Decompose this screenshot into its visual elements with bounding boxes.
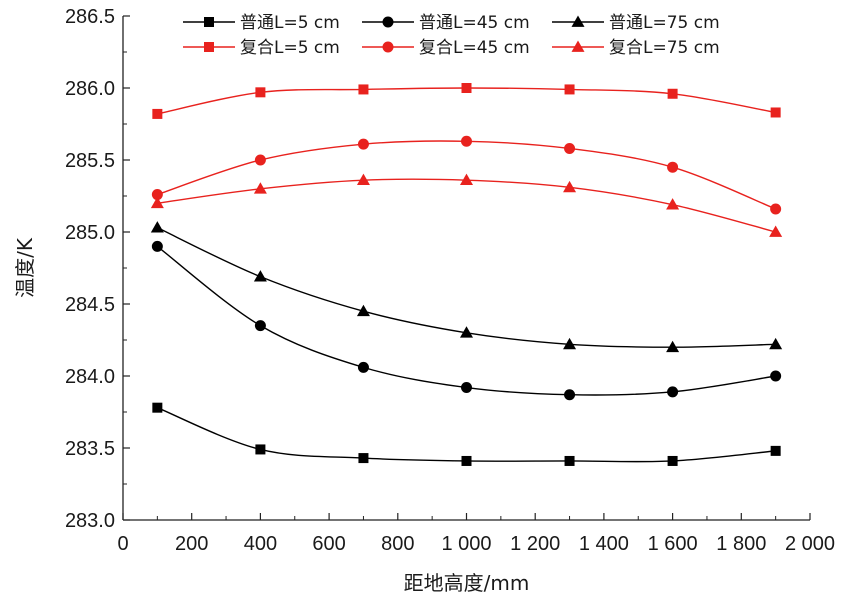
x-axis-ticks: 0 200 400 600 800 1 000 1 200 1 400 1 600 1 800 2 …: [117, 513, 835, 555]
data-point: [254, 320, 266, 332]
data-point: [253, 182, 267, 194]
legend-label: 复合L=75 cm: [609, 38, 720, 58]
data-point: [666, 198, 680, 210]
data-point: [461, 83, 472, 93]
series-3: [150, 221, 783, 353]
data-point: [152, 402, 163, 413]
data-point: [461, 135, 472, 147]
data-point: [151, 240, 163, 252]
data-point: [563, 337, 577, 350]
legend-label: 复合L=5 cm: [240, 38, 340, 58]
x-tick-label: 1 600: [648, 533, 698, 555]
series-6: [150, 173, 783, 237]
data-point: [769, 337, 783, 350]
data-point: [150, 196, 164, 209]
series-5: [151, 135, 782, 215]
legend-marker: [204, 17, 214, 27]
series-2: [151, 240, 782, 401]
x-tick-label: 600: [312, 533, 345, 555]
data-point: [358, 453, 369, 464]
data-point: [461, 382, 472, 394]
y-tick-label: 284.5: [65, 294, 115, 316]
x-tick-label: 1 000: [441, 533, 491, 555]
x-tick-label: 800: [381, 533, 414, 555]
data-point: [770, 107, 781, 118]
legend-label: 普通L=5 cm: [240, 13, 340, 33]
data-point: [666, 340, 680, 353]
y-tick-label: 286.5: [65, 6, 115, 28]
data-point: [255, 444, 266, 455]
data-point: [356, 304, 370, 317]
y-tick-label: 286.0: [65, 78, 115, 100]
legend-marker: [382, 41, 394, 53]
data-point: [563, 180, 577, 193]
legend-item: 复合L=45 cm: [362, 38, 530, 58]
y-axis-label: 温度/K: [13, 237, 37, 298]
x-tick-label: 0: [117, 533, 128, 555]
legend-label: 普通L=45 cm: [419, 13, 530, 33]
data-point: [667, 455, 678, 466]
data-point: [253, 270, 267, 282]
series-layer: [150, 83, 783, 466]
legend-item: 复合L=75 cm: [552, 38, 720, 58]
x-tick-label: 1 200: [510, 533, 560, 555]
data-point: [667, 386, 679, 398]
y-axis-ticks: 283.0 283.5 284.0 284.5 285.0 285.5 286.0 286.5: [65, 6, 130, 532]
data-point: [461, 455, 472, 466]
x-axis-label: 距地高度/mm: [404, 571, 530, 595]
x-tick-label: 400: [244, 533, 277, 555]
data-point: [151, 189, 163, 201]
series-1: [152, 402, 781, 466]
legend-marker: [571, 40, 585, 52]
legend-marker: [571, 15, 585, 27]
data-point: [254, 154, 266, 166]
x-tick-label: 1 400: [579, 533, 629, 555]
data-point: [564, 84, 575, 95]
data-point: [667, 88, 678, 99]
x-tick-label: 2 000: [785, 533, 835, 555]
data-point: [356, 173, 370, 186]
data-point: [460, 326, 473, 338]
y-tick-label: 285.5: [65, 150, 115, 172]
data-point: [770, 370, 782, 382]
data-point: [152, 108, 163, 119]
legend-item: 普通L=45 cm: [362, 13, 530, 33]
data-point: [357, 361, 369, 373]
data-point: [358, 84, 369, 95]
data-point: [460, 173, 473, 186]
data-point: [564, 455, 575, 466]
legend-marker: [204, 42, 214, 52]
x-tick-label: 200: [175, 533, 208, 555]
legend-marker: [382, 16, 394, 28]
y-tick-label: 283.5: [65, 438, 115, 460]
data-point: [770, 445, 781, 456]
legend-label: 普通L=75 cm: [609, 13, 720, 33]
data-point: [255, 87, 266, 98]
legend-item: 复合L=5 cm: [183, 38, 340, 58]
data-point: [770, 203, 782, 215]
legend-label: 复合L=45 cm: [419, 38, 530, 58]
data-point: [357, 138, 369, 150]
legend-item: 普通L=5 cm: [183, 13, 340, 33]
data-point: [667, 161, 679, 173]
y-tick-label: 285.0: [65, 222, 115, 244]
data-point: [150, 221, 164, 233]
data-point: [769, 225, 783, 237]
y-tick-label: 283.0: [65, 510, 115, 532]
series-4: [152, 83, 781, 119]
y-tick-label: 284.0: [65, 366, 115, 388]
legend: 普通L=5 cm 普通L=45 cm 普通L=75 cm 复合L=5 cm 复合L=45…: [183, 13, 720, 58]
x-tick-label: 1 800: [716, 533, 766, 555]
data-point: [564, 142, 576, 154]
legend-item: 普通L=75 cm: [552, 13, 720, 33]
data-point: [564, 389, 576, 401]
